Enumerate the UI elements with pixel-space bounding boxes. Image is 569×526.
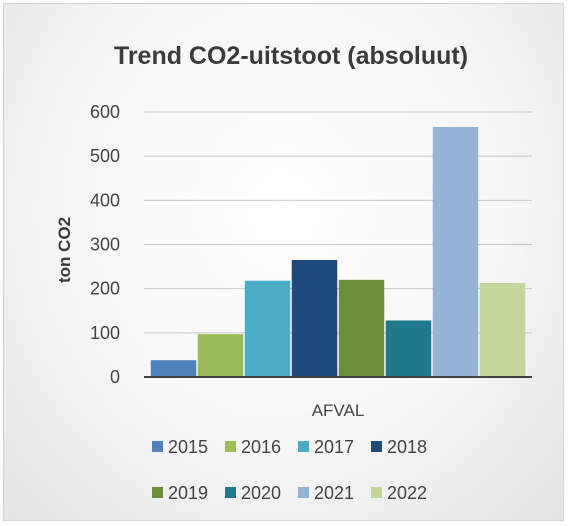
- legend-item-2022: 2022: [371, 483, 427, 503]
- legend-item-2019: 2019: [152, 483, 208, 503]
- x-axis-categories: AFVAL: [312, 401, 365, 420]
- legend-swatch: [225, 487, 236, 498]
- bar-2021: [432, 127, 479, 378]
- legend-swatch: [371, 441, 382, 452]
- legend-swatch: [371, 487, 382, 498]
- y-tick-label: 500: [90, 146, 120, 166]
- bar-2018: [291, 259, 338, 377]
- bar-2015: [150, 360, 197, 377]
- bar-2016: [197, 334, 244, 377]
- legend-label: 2020: [241, 483, 281, 503]
- bars: [150, 127, 526, 378]
- legend-label: 2021: [314, 483, 354, 503]
- legend-item-2015: 2015: [152, 437, 208, 457]
- legend: 2015 2016 2017 2018 2019 2020 2021 2022: [152, 437, 427, 503]
- chart-frame: Trend CO2-uitstoot (absoluut) ton CO2 0 1…: [3, 3, 564, 521]
- legend-label: 2015: [168, 437, 208, 457]
- legend-label: 2016: [241, 437, 281, 457]
- legend-item-2020: 2020: [225, 483, 281, 503]
- y-tick-label: 400: [90, 190, 120, 210]
- legend-item-2017: 2017: [298, 437, 354, 457]
- legend-label: 2018: [387, 437, 427, 457]
- x-category-label: AFVAL: [312, 401, 365, 420]
- legend-label: 2019: [168, 483, 208, 503]
- legend-label: 2022: [387, 483, 427, 503]
- legend-label: 2017: [314, 437, 354, 457]
- y-tick-label: 200: [90, 279, 120, 299]
- y-tick-label: 100: [90, 323, 120, 343]
- chart-title: Trend CO2-uitstoot (absoluut): [114, 42, 468, 70]
- legend-item-2016: 2016: [225, 437, 281, 457]
- bar-2019: [338, 279, 385, 377]
- bar-2017: [244, 280, 291, 377]
- bar-chart: Trend CO2-uitstoot (absoluut) ton CO2 0 1…: [55, 42, 532, 503]
- legend-item-2018: 2018: [371, 437, 427, 457]
- bar-2022: [479, 282, 526, 377]
- legend-swatch: [152, 487, 163, 498]
- legend-swatch: [152, 441, 163, 452]
- y-axis-ticks: 0 100 200 300 400 500 600: [90, 102, 120, 387]
- legend-swatch: [298, 487, 309, 498]
- legend-swatch: [298, 441, 309, 452]
- legend-item-2021: 2021: [298, 483, 354, 503]
- y-tick-label: 0: [110, 367, 120, 387]
- y-tick-label: 600: [90, 102, 120, 122]
- legend-swatch: [225, 441, 236, 452]
- y-axis-label: ton CO2: [55, 217, 74, 283]
- y-tick-label: 300: [90, 235, 120, 255]
- bar-2020: [385, 320, 432, 377]
